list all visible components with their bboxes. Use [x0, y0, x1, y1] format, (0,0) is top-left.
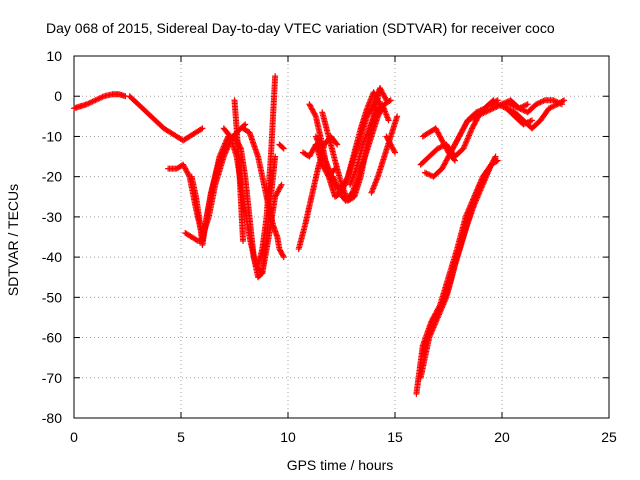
y-tick-label: 0: [54, 88, 62, 104]
series-7: [240, 125, 287, 261]
data-point: [524, 101, 531, 108]
data-point: [193, 237, 200, 244]
data-point: [334, 141, 341, 148]
x-tick-label: 20: [494, 429, 510, 445]
series-9: [255, 73, 279, 269]
data-point: [561, 97, 568, 104]
series-0: [71, 91, 129, 112]
series-4: [188, 133, 232, 249]
y-axis-label: SDTVAR / TECUs: [5, 184, 21, 296]
y-tick-label: -50: [42, 289, 62, 305]
x-tick-label: 0: [70, 429, 78, 445]
data-point: [528, 117, 535, 124]
series-22: [419, 157, 501, 357]
x-tick-label: 10: [280, 429, 296, 445]
series-18: [368, 113, 401, 196]
data-point: [278, 181, 285, 188]
series-1: [126, 93, 206, 144]
data-point: [312, 111, 319, 118]
data-point: [199, 125, 206, 132]
y-tick-label: -20: [42, 169, 62, 185]
y-tick-label: -40: [42, 249, 62, 265]
x-tick-label: 25: [601, 429, 617, 445]
data-point: [451, 156, 458, 163]
data-point: [391, 148, 398, 155]
data-point: [377, 85, 384, 92]
data-point: [240, 238, 247, 245]
chart-title: Day 068 of 2015, Sidereal Day-to-day VTE…: [46, 20, 555, 36]
data-point: [451, 157, 458, 164]
axis-ticks: 0 5 10 15 20 25 10 0 -10 -20 -30 -40 -50 -60 -70 -80: [42, 48, 617, 445]
y-tick-label: -30: [42, 209, 62, 225]
data-marks: [71, 73, 568, 397]
plot-frame: [73, 55, 610, 419]
series-29: [488, 101, 535, 128]
data-point: [559, 98, 566, 105]
data-point: [198, 126, 205, 133]
series-25: [419, 125, 458, 164]
data-point: [272, 73, 279, 80]
x-axis-label: GPS time / hours: [287, 457, 394, 473]
data-point: [386, 98, 393, 105]
series-27: [499, 97, 565, 116]
data-point: [185, 172, 192, 179]
data-point: [280, 254, 287, 261]
series-17: [347, 101, 392, 188]
y-tick-label: -80: [42, 410, 62, 426]
series-15: [319, 85, 384, 204]
data-point: [493, 158, 500, 165]
data-point: [492, 153, 499, 160]
data-point: [394, 113, 401, 120]
data-point: [392, 149, 398, 156]
data-point: [344, 175, 351, 182]
data-point: [280, 145, 287, 152]
data-point: [279, 144, 286, 151]
data-point: [333, 140, 340, 147]
series-19: [383, 133, 398, 156]
y-tick-label: -10: [42, 128, 62, 144]
data-point: [280, 252, 287, 259]
series-8: [231, 97, 247, 245]
series-21: [417, 153, 499, 381]
data-point: [277, 183, 284, 190]
x-tick-label: 5: [177, 429, 185, 445]
data-point: [494, 157, 501, 164]
series-10: [276, 141, 287, 152]
series-16: [329, 97, 394, 204]
x-tick-label: 15: [387, 429, 403, 445]
data-point: [436, 307, 443, 314]
data-point: [387, 97, 394, 104]
data-point: [242, 121, 249, 128]
y-tick-label: -60: [42, 330, 62, 346]
data-point: [385, 117, 392, 124]
y-tick-label: 10: [46, 48, 62, 64]
y-tick-label: -70: [42, 370, 62, 386]
